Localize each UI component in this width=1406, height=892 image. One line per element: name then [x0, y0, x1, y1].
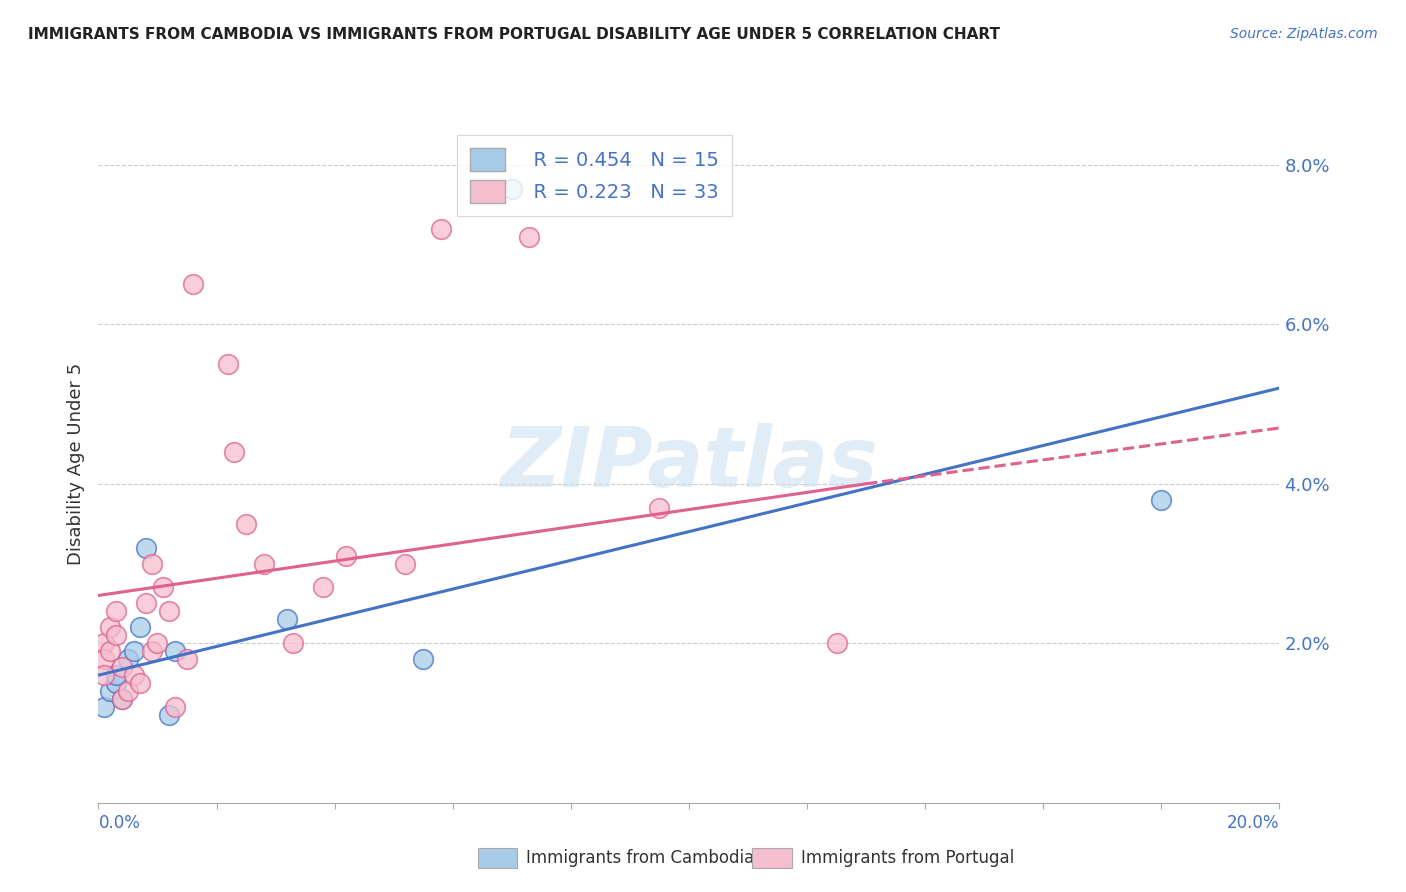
Text: ZIPatlas: ZIPatlas: [501, 424, 877, 504]
Point: [519, 229, 541, 244]
Point: [93, 636, 115, 650]
Point: [141, 644, 163, 658]
Point: [394, 557, 416, 571]
Text: Immigrants from Portugal: Immigrants from Portugal: [801, 849, 1015, 867]
Point: [93, 700, 115, 714]
Point: [165, 644, 187, 658]
Point: [111, 660, 134, 674]
Point: [501, 182, 523, 196]
Text: Source: ZipAtlas.com: Source: ZipAtlas.com: [1230, 27, 1378, 41]
Point: [283, 636, 305, 650]
Point: [135, 541, 157, 555]
Point: [253, 557, 276, 571]
Point: [98, 620, 121, 634]
Point: [157, 604, 180, 618]
Point: [117, 652, 139, 666]
Point: [181, 277, 204, 292]
Point: [825, 636, 848, 650]
Text: 0.0%: 0.0%: [98, 814, 141, 831]
Point: [335, 549, 357, 563]
Point: [111, 692, 134, 706]
Point: [412, 652, 434, 666]
Point: [1150, 492, 1173, 507]
Point: [430, 221, 453, 235]
Point: [141, 557, 163, 571]
Point: [146, 636, 169, 650]
Point: [122, 644, 145, 658]
Point: [128, 620, 150, 634]
Text: IMMIGRANTS FROM CAMBODIA VS IMMIGRANTS FROM PORTUGAL DISABILITY AGE UNDER 5 CORR: IMMIGRANTS FROM CAMBODIA VS IMMIGRANTS F…: [28, 27, 1000, 42]
Point: [312, 581, 335, 595]
Point: [128, 676, 150, 690]
Point: [105, 668, 128, 682]
Point: [648, 500, 671, 515]
Point: [224, 445, 246, 459]
Point: [165, 700, 187, 714]
Point: [276, 612, 298, 626]
Point: [93, 652, 115, 666]
Point: [152, 581, 174, 595]
Point: [105, 604, 128, 618]
Point: [98, 684, 121, 698]
Point: [122, 668, 145, 682]
Text: Immigrants from Cambodia: Immigrants from Cambodia: [526, 849, 754, 867]
Point: [105, 628, 128, 642]
Point: [235, 516, 257, 531]
Y-axis label: Disability Age Under 5: Disability Age Under 5: [66, 363, 84, 565]
Point: [117, 684, 139, 698]
Point: [176, 652, 198, 666]
Text: 20.0%: 20.0%: [1227, 814, 1279, 831]
Point: [157, 708, 180, 723]
Point: [105, 676, 128, 690]
Point: [93, 668, 115, 682]
Point: [217, 357, 239, 371]
Legend:   R = 0.454   N = 15,   R = 0.223   N = 33: R = 0.454 N = 15, R = 0.223 N = 33: [457, 135, 733, 217]
Point: [111, 692, 134, 706]
Point: [135, 596, 157, 610]
Point: [98, 644, 121, 658]
